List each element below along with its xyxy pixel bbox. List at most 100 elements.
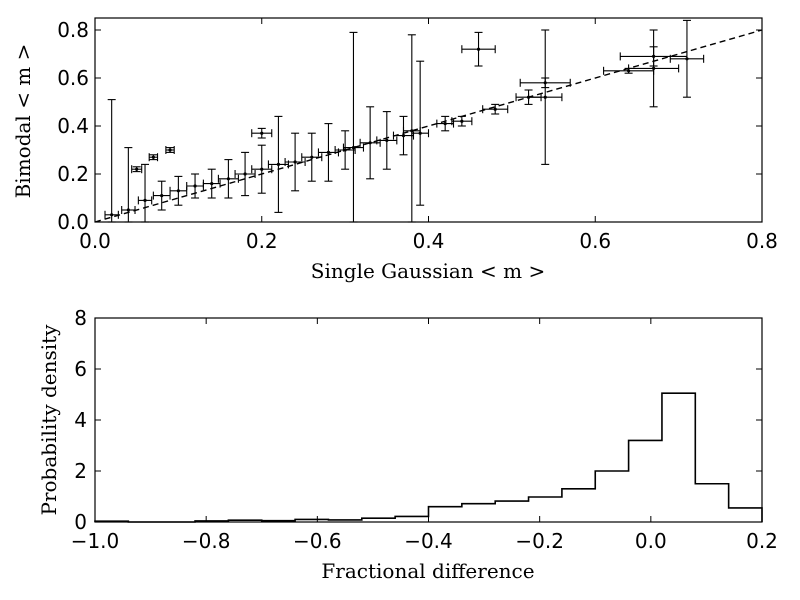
scatter-point	[359, 106, 381, 180]
histogram-x-tick-label: −0.2	[515, 529, 564, 553]
histogram-x-tick-label: 0.0	[635, 529, 667, 553]
scatter-marker	[543, 81, 547, 85]
scatter-point	[131, 165, 143, 174]
scatter-point	[121, 147, 136, 223]
scatter-panel: 0.0 0.2 0.4 0.6 0.8 0.0 0.2 0.4 0.6 0.8 …	[11, 17, 778, 283]
histogram-x-tick-label: 0.2	[746, 529, 778, 553]
scatter-marker	[385, 138, 389, 142]
scatter-points	[104, 19, 705, 223]
scatter-x-tick-label: 0.6	[579, 229, 611, 253]
histogram-bin	[495, 501, 528, 522]
scatter-marker	[226, 177, 230, 181]
scatter-ticks	[94, 18, 763, 223]
histogram-x-tick-label: −0.6	[293, 529, 342, 553]
scatter-x-tick-labels: 0.0 0.2 0.4 0.6 0.8	[79, 229, 778, 253]
histogram-bin	[462, 504, 495, 522]
scatter-y-tick-label: 0.2	[57, 162, 89, 186]
histogram-bin	[662, 393, 695, 522]
scatter-point	[482, 103, 509, 115]
scatter-point	[317, 123, 340, 182]
histogram-y-tick-label: 0	[74, 510, 87, 534]
scatter-point	[234, 151, 256, 197]
histogram-bin	[729, 508, 762, 522]
scatter-x-tick-label: 0.4	[413, 229, 445, 253]
scatter-y-tick-label: 0.6	[57, 66, 89, 90]
scatter-marker	[310, 155, 314, 159]
scatter-point	[411, 60, 430, 206]
scatter-y-tick-label: 0.8	[57, 18, 89, 42]
scatter-point	[104, 99, 119, 223]
scatter-y-tick-label: 0.0	[57, 210, 89, 234]
histogram-x-axis-label: Fractional difference	[321, 559, 534, 583]
histogram-x-tick-labels: −1.0 −0.8 −0.6 −0.4 −0.2 0.0 0.2	[71, 529, 778, 553]
scatter-marker	[368, 141, 372, 145]
scatter-marker	[260, 131, 264, 135]
scatter-point	[251, 127, 273, 139]
scatter-point	[251, 144, 273, 194]
scatter-marker	[243, 172, 247, 176]
scatter-x-tick-label: 0.0	[79, 229, 111, 253]
scatter-x-tick-label: 0.8	[746, 229, 778, 253]
scatter-marker	[460, 119, 464, 123]
histogram-bin	[629, 440, 662, 522]
scatter-point	[186, 173, 204, 199]
scatter-point	[451, 115, 473, 127]
scatter-marker	[418, 131, 422, 135]
scatter-point	[284, 132, 306, 192]
histogram-bin	[429, 507, 462, 522]
histogram-bin	[529, 497, 562, 522]
histogram-y-tick-labels: 0 2 4 6 8	[74, 306, 87, 534]
histogram-y-tick-label: 4	[74, 408, 87, 432]
scatter-point	[376, 111, 398, 170]
scatter-marker	[276, 162, 281, 166]
scatter-marker	[168, 148, 172, 152]
scatter-x-tick-label: 0.2	[246, 229, 278, 253]
scatter-marker	[293, 160, 297, 164]
scatter-marker	[210, 182, 214, 186]
scatter-point	[169, 175, 188, 206]
scatter-point	[461, 31, 496, 67]
scatter-marker	[351, 146, 356, 150]
reference-line	[94, 29, 763, 223]
scatter-point	[342, 31, 365, 223]
histogram-x-tick-label: −1.0	[71, 529, 120, 553]
histogram-panel: −1.0 −0.8 −0.6 −0.4 −0.2 0.0 0.2 0 2 4 6…	[37, 306, 778, 583]
scatter-marker	[493, 107, 497, 111]
scatter-point	[152, 180, 171, 211]
scatter-point	[669, 19, 705, 98]
scatter-y-tick-label: 0.4	[57, 114, 89, 138]
scatter-marker	[343, 148, 347, 152]
histogram-bin	[562, 489, 595, 522]
scatter-marker	[135, 167, 139, 171]
scatter-point	[527, 29, 563, 165]
scatter-point	[217, 159, 239, 199]
scatter-point	[392, 115, 415, 156]
scatter-marker	[193, 184, 197, 188]
scatter-marker	[110, 213, 114, 217]
histogram-bin	[695, 484, 728, 522]
histogram-y-tick-label: 6	[74, 357, 87, 381]
histogram-bin	[395, 516, 428, 522]
scatter-marker	[443, 122, 447, 126]
scatter-marker	[543, 95, 547, 99]
scatter-point	[436, 115, 455, 132]
scatter-point	[619, 46, 688, 67]
histogram-step-line	[94, 392, 763, 523]
scatter-marker	[476, 47, 481, 51]
histogram-x-tick-label: −0.8	[182, 529, 231, 553]
scatter-marker	[260, 167, 264, 171]
scatter-y-axis-label: Bimodal < m >	[11, 44, 35, 199]
scatter-point	[402, 34, 421, 223]
scatter-point	[165, 146, 175, 154]
scatter-marker	[143, 198, 147, 202]
scatter-marker	[401, 134, 406, 138]
scatter-marker	[160, 194, 164, 198]
scatter-marker	[652, 66, 656, 70]
scatter-marker	[126, 208, 130, 212]
scatter-marker	[176, 189, 180, 193]
histogram-x-tick-label: −0.4	[404, 529, 453, 553]
histogram-bin	[595, 471, 628, 522]
scatter-point	[137, 163, 153, 223]
scatter-y-tick-labels: 0.0 0.2 0.4 0.6 0.8	[57, 18, 89, 234]
